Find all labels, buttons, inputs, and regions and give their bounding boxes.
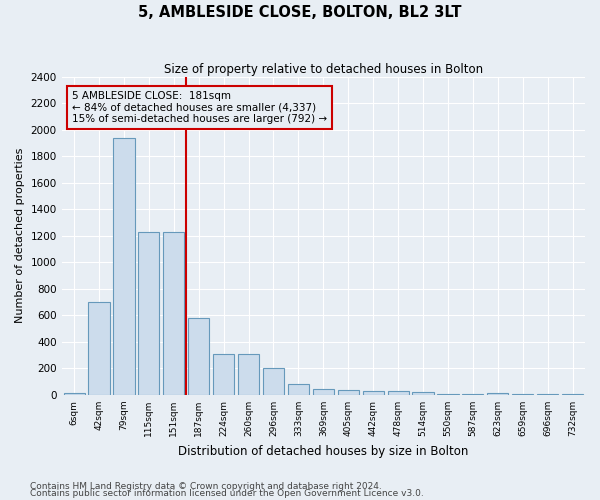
Bar	[338, 390, 359, 395]
Bar	[213, 354, 234, 395]
Title: Size of property relative to detached houses in Bolton: Size of property relative to detached ho…	[164, 62, 483, 76]
X-axis label: Distribution of detached houses by size in Bolton: Distribution of detached houses by size …	[178, 444, 469, 458]
Bar	[388, 391, 409, 395]
Y-axis label: Number of detached properties: Number of detached properties	[15, 148, 25, 324]
Bar	[462, 394, 484, 395]
Bar	[362, 391, 384, 395]
Text: 5, AMBLESIDE CLOSE, BOLTON, BL2 3LT: 5, AMBLESIDE CLOSE, BOLTON, BL2 3LT	[138, 5, 462, 20]
Bar	[512, 394, 533, 395]
Bar	[64, 393, 85, 395]
Text: Contains public sector information licensed under the Open Government Licence v3: Contains public sector information licen…	[30, 490, 424, 498]
Text: 5 AMBLESIDE CLOSE:  181sqm
← 84% of detached houses are smaller (4,337)
15% of s: 5 AMBLESIDE CLOSE: 181sqm ← 84% of detac…	[72, 91, 327, 124]
Bar	[88, 302, 110, 395]
Bar	[437, 394, 458, 395]
Bar	[412, 392, 434, 395]
Bar	[263, 368, 284, 395]
Bar	[163, 232, 184, 395]
Text: Contains HM Land Registry data © Crown copyright and database right 2024.: Contains HM Land Registry data © Crown c…	[30, 482, 382, 491]
Bar	[562, 394, 583, 395]
Bar	[138, 232, 160, 395]
Bar	[238, 354, 259, 395]
Bar	[113, 138, 134, 395]
Bar	[288, 384, 309, 395]
Bar	[188, 318, 209, 395]
Bar	[487, 393, 508, 395]
Bar	[537, 394, 558, 395]
Bar	[313, 389, 334, 395]
